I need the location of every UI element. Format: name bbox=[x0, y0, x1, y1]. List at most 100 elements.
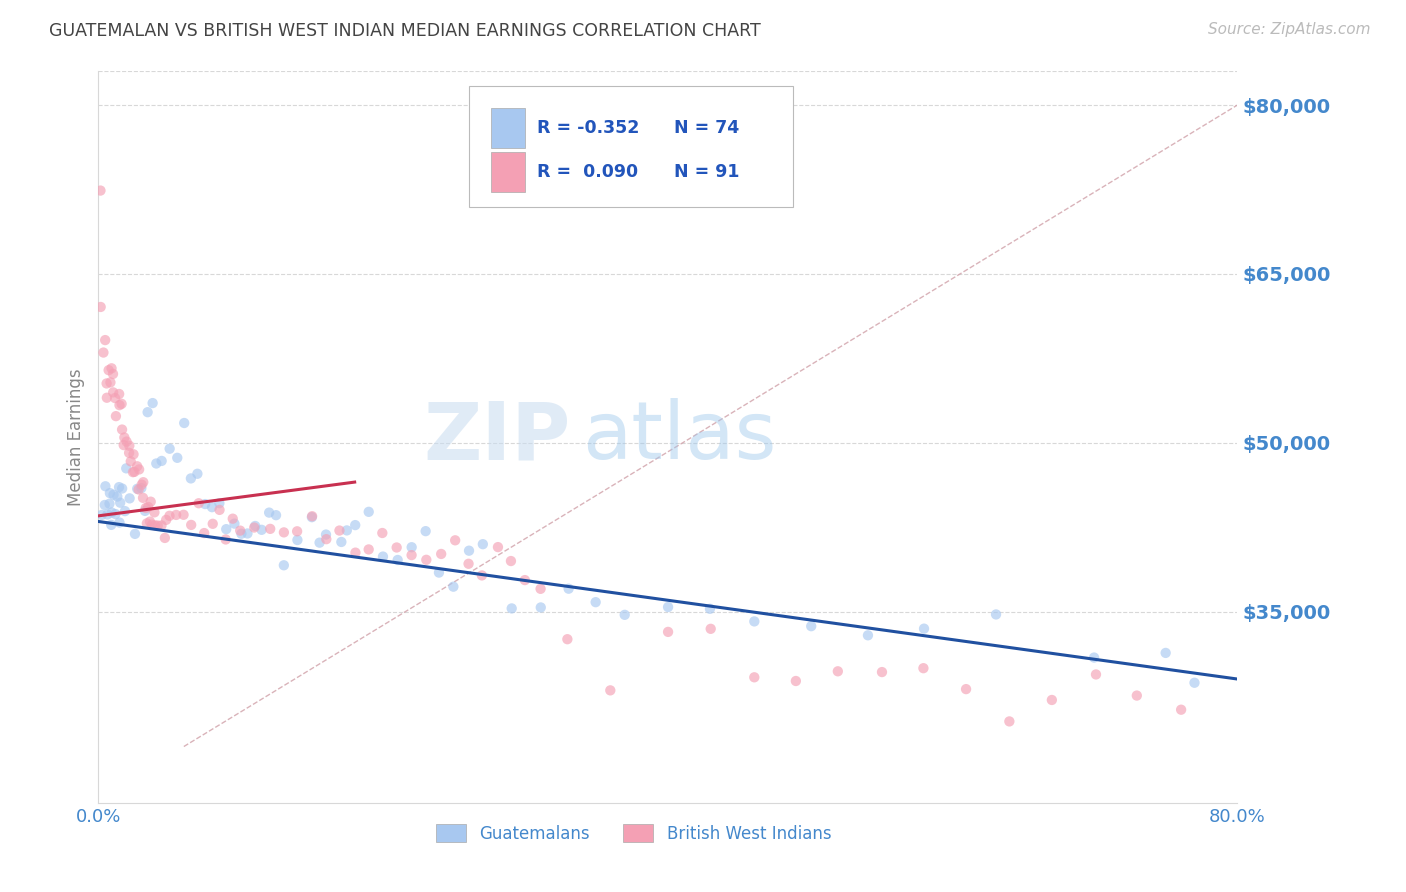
Point bbox=[1085, 667, 1108, 681]
Text: R = -0.352: R = -0.352 bbox=[537, 119, 640, 136]
Point bbox=[155, 513, 177, 527]
FancyBboxPatch shape bbox=[491, 108, 526, 148]
Point bbox=[336, 524, 359, 538]
Point bbox=[285, 524, 308, 539]
Point bbox=[800, 619, 823, 633]
Point bbox=[128, 462, 150, 476]
Point bbox=[585, 595, 607, 609]
Point bbox=[143, 505, 166, 519]
Point bbox=[208, 496, 231, 510]
Point bbox=[159, 442, 181, 456]
Point bbox=[955, 682, 977, 697]
Point bbox=[100, 506, 122, 520]
Point bbox=[557, 632, 579, 647]
Point bbox=[159, 508, 181, 523]
Point bbox=[870, 665, 893, 679]
Point bbox=[111, 482, 134, 496]
Point bbox=[194, 497, 217, 511]
Point bbox=[224, 516, 246, 531]
Point bbox=[201, 516, 224, 531]
Point bbox=[127, 459, 149, 474]
Point bbox=[111, 423, 134, 437]
Point bbox=[530, 600, 553, 615]
Point bbox=[108, 516, 131, 530]
Point bbox=[118, 491, 141, 506]
Point bbox=[136, 405, 159, 419]
Text: GUATEMALAN VS BRITISH WEST INDIAN MEDIAN EARNINGS CORRELATION CHART: GUATEMALAN VS BRITISH WEST INDIAN MEDIAN… bbox=[49, 22, 761, 40]
Point bbox=[193, 526, 215, 541]
Y-axis label: Median Earnings: Median Earnings bbox=[67, 368, 86, 506]
Point bbox=[139, 515, 162, 529]
Point bbox=[166, 450, 188, 465]
Point bbox=[127, 482, 149, 496]
Point bbox=[97, 363, 120, 377]
Point bbox=[264, 508, 287, 523]
Point bbox=[135, 516, 157, 531]
Point bbox=[186, 467, 208, 481]
Point bbox=[101, 385, 124, 400]
Point bbox=[301, 510, 323, 524]
Point bbox=[330, 535, 353, 549]
Point bbox=[146, 518, 169, 533]
Point bbox=[529, 582, 551, 596]
Point bbox=[328, 524, 350, 538]
Point bbox=[100, 376, 122, 390]
Point bbox=[222, 511, 245, 525]
Point bbox=[96, 508, 118, 522]
Point bbox=[259, 522, 281, 536]
Point bbox=[430, 547, 453, 561]
FancyBboxPatch shape bbox=[468, 86, 793, 207]
Point bbox=[180, 517, 202, 532]
Point bbox=[444, 533, 467, 548]
Point bbox=[457, 557, 479, 571]
Point bbox=[1184, 675, 1206, 690]
Point bbox=[142, 396, 165, 410]
Point bbox=[141, 517, 163, 532]
Point bbox=[308, 535, 330, 549]
Point bbox=[173, 416, 195, 430]
Point bbox=[122, 447, 145, 461]
Point bbox=[415, 553, 437, 567]
Point bbox=[441, 580, 464, 594]
Point bbox=[273, 525, 295, 540]
Point bbox=[201, 500, 224, 515]
Point bbox=[657, 600, 679, 615]
Point bbox=[100, 361, 122, 376]
Point bbox=[153, 531, 176, 545]
Point bbox=[657, 624, 679, 639]
Point bbox=[501, 601, 523, 615]
Point bbox=[135, 501, 157, 516]
Point bbox=[344, 546, 367, 560]
Point bbox=[273, 558, 295, 573]
Point bbox=[371, 526, 394, 541]
Point bbox=[471, 537, 494, 551]
Point bbox=[236, 526, 259, 541]
Point bbox=[105, 490, 128, 504]
Point bbox=[427, 566, 450, 580]
Point bbox=[856, 628, 879, 642]
Point bbox=[132, 475, 155, 490]
Point bbox=[401, 548, 423, 562]
Point bbox=[827, 665, 849, 679]
Point bbox=[1170, 703, 1192, 717]
Text: R =  0.090: R = 0.090 bbox=[537, 162, 638, 180]
Point bbox=[112, 430, 135, 444]
Point bbox=[1126, 689, 1149, 703]
Point bbox=[250, 523, 273, 537]
Point bbox=[104, 409, 127, 424]
Point bbox=[215, 533, 238, 547]
Point bbox=[1040, 693, 1063, 707]
Point bbox=[118, 446, 141, 460]
Point bbox=[103, 488, 125, 502]
Point bbox=[112, 438, 135, 452]
Point bbox=[115, 434, 138, 449]
Point bbox=[1154, 646, 1177, 660]
Point bbox=[108, 398, 131, 412]
Point bbox=[131, 477, 153, 491]
Point bbox=[387, 553, 409, 567]
Text: N = 74: N = 74 bbox=[673, 119, 738, 136]
Point bbox=[187, 496, 209, 510]
FancyBboxPatch shape bbox=[491, 152, 526, 192]
Point bbox=[998, 714, 1021, 729]
Point bbox=[101, 367, 124, 381]
